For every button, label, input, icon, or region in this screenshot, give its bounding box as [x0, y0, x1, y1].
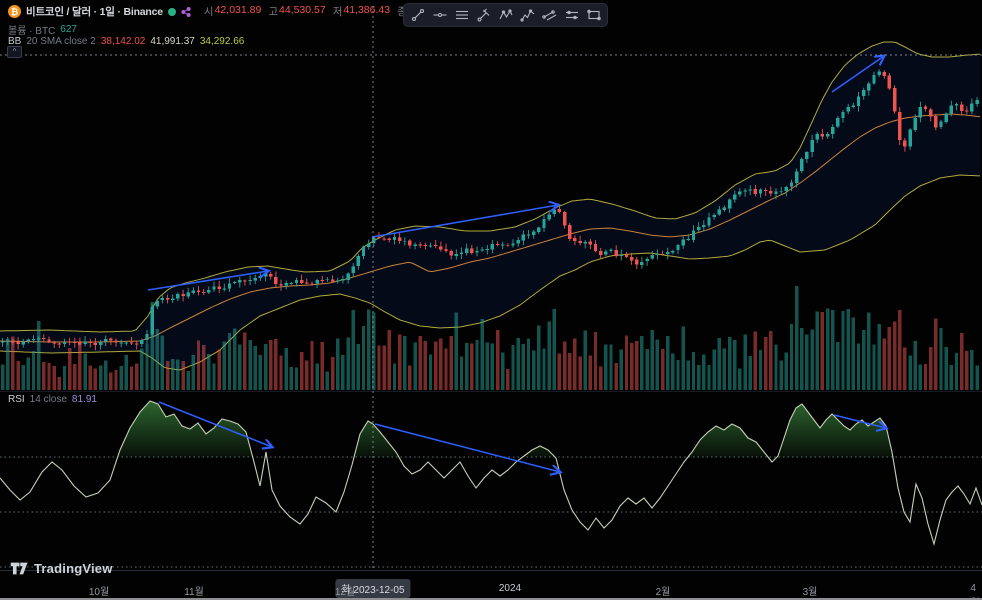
high-label: 고	[268, 6, 278, 18]
rsi-plot	[0, 400, 982, 568]
price-trend-arrow[interactable]	[147, 271, 268, 291]
low-value: 41,386.43	[343, 4, 391, 16]
high-value: 44,530.57	[278, 4, 326, 16]
price-trend-arrow[interactable]	[831, 56, 884, 93]
axis-label-month: 10월	[88, 587, 110, 598]
low-label: 저	[332, 6, 343, 18]
price-trend-arrow[interactable]	[371, 205, 558, 238]
rsi-trend-arrow[interactable]	[833, 414, 886, 428]
tool-xabcd-pattern-button[interactable]	[496, 6, 515, 24]
axis-label-month: 11월	[184, 587, 204, 598]
tool-parallel-channel-button[interactable]	[452, 6, 471, 24]
volume-value: 627	[60, 24, 77, 35]
open-value: 42,031.89	[214, 4, 262, 16]
axis-label-month: 3월	[802, 587, 818, 598]
volume-legend[interactable]: 볼륨 · BTC 627	[8, 22, 77, 37]
bb-basis-value: 38,142.02	[100, 36, 146, 47]
close-label: 종	[397, 6, 407, 18]
rsi-trend-arrow[interactable]	[158, 401, 272, 447]
volume-label: 볼륨 · BTC	[8, 26, 56, 37]
tool-rectangle-button[interactable]	[584, 6, 603, 24]
drawing-toolbar	[403, 3, 608, 27]
rsi-value: 81.91	[71, 394, 97, 405]
bb-name: BB	[8, 36, 22, 47]
tool-horizontal-line-button[interactable]	[430, 6, 449, 24]
window-edge	[0, 598, 982, 600]
tool-pitchfork-button[interactable]	[474, 6, 493, 24]
parallel-channel-icon	[455, 10, 468, 20]
tradingview-logo[interactable]: TradingView	[10, 560, 113, 577]
bitcoin-logo-icon: ₿	[8, 5, 21, 18]
trend-line-icon	[411, 8, 424, 22]
bb-lower-value: 34,292.66	[199, 36, 245, 47]
symbol-title[interactable]: 비트코인 / 달러 · 1일 · Binance	[26, 6, 163, 18]
time-axis[interactable]: 화 2023-12-05 10월11월12월20242월3월4월	[0, 570, 982, 600]
collapse-indicators-button[interactable]: ^	[7, 46, 22, 58]
volume-bars	[0, 286, 979, 390]
axis-label-month: 2024	[498, 583, 522, 594]
rsi-params: 14 close	[29, 394, 67, 405]
horizontal-line-icon	[433, 12, 446, 18]
axis-label-month: 2월	[655, 587, 671, 598]
rsi-name: RSI	[8, 394, 25, 405]
crosshair-date-tooltip: 화 2023-12-05	[335, 579, 411, 598]
tool-elliott-wave-button[interactable]	[518, 6, 537, 24]
tool-trend-line-button[interactable]	[408, 6, 427, 24]
axis-label-month: 12월	[334, 587, 356, 598]
rsi-legend[interactable]: RSI 14 close 81.91	[8, 394, 97, 405]
tool-flat-channel-button[interactable]	[562, 6, 581, 24]
candles-layer	[0, 69, 979, 351]
tradingview-logo-text: TradingView	[34, 561, 113, 576]
tradingview-mark-icon	[10, 562, 28, 575]
tool-trend-channel-button[interactable]	[540, 6, 559, 24]
open-label: 시	[203, 6, 214, 18]
bb-legend[interactable]: BB 20 SMA close 2 38,142.02 41,991.37 34…	[8, 36, 244, 47]
flat-channel-icon	[565, 10, 578, 20]
xabcd-pattern-icon	[499, 9, 512, 20]
status-dot-icon	[167, 7, 176, 16]
bb-params: 20 SMA close 2	[26, 36, 96, 47]
crosshair	[0, 6, 982, 570]
rectangle-icon	[586, 9, 601, 21]
pitchfork-icon	[477, 8, 489, 22]
rsi-trend-arrow[interactable]	[374, 423, 560, 472]
bb-upper-value: 41,991.37	[150, 36, 195, 47]
trend-channel-icon	[541, 10, 556, 21]
elliott-wave-icon	[519, 9, 534, 22]
share-icon[interactable]	[181, 6, 191, 17]
